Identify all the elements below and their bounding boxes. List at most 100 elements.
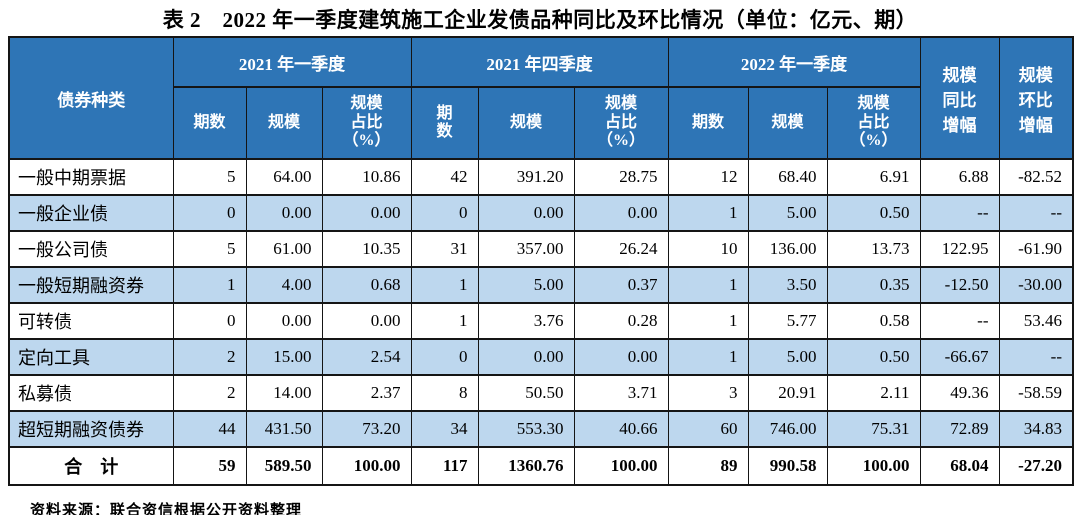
table-cell: 5 bbox=[172, 230, 247, 268]
table-cell: 0.00 bbox=[321, 302, 412, 340]
row-label: 一般企业债 bbox=[8, 194, 174, 232]
table-cell: 0 bbox=[410, 338, 479, 376]
table-cell: -61.90 bbox=[998, 230, 1074, 268]
col-header-q1-2022-share: 规模 占比 （%） bbox=[826, 86, 921, 160]
table-cell: 100.00 bbox=[573, 446, 669, 486]
table-cell: 3 bbox=[667, 374, 749, 412]
table-cell: 5.00 bbox=[747, 338, 828, 376]
table-cell: 0 bbox=[410, 194, 479, 232]
table-cell: 3.76 bbox=[477, 302, 575, 340]
row-label: 私募债 bbox=[8, 374, 174, 412]
table-cell: 357.00 bbox=[477, 230, 575, 268]
table-cell: 0.58 bbox=[826, 302, 921, 340]
table-cell: 40.66 bbox=[573, 410, 669, 448]
table-cell: 2 bbox=[172, 338, 247, 376]
table-cell: 50.50 bbox=[477, 374, 575, 412]
table-row: 合 计 59 589.50 100.00 117 1360.76 100.00 … bbox=[8, 446, 1074, 486]
table-cell: 1 bbox=[667, 338, 749, 376]
table-cell: 100.00 bbox=[321, 446, 412, 486]
table-cell: -- bbox=[998, 338, 1074, 376]
col-group-2021-q1: 2021 年一季度 bbox=[172, 36, 412, 88]
table-row: 定向工具 2 15.00 2.54 0 0.00 0.00 1 5.00 0.5… bbox=[8, 338, 1074, 376]
table-cell: 117 bbox=[410, 446, 479, 486]
row-label: 一般短期融资券 bbox=[8, 266, 174, 304]
table-body: 一般中期票据 5 64.00 10.86 42 391.20 28.75 12 … bbox=[8, 158, 1074, 486]
table-cell: 1 bbox=[410, 266, 479, 304]
table-cell: 431.50 bbox=[245, 410, 323, 448]
table-cell: 0.50 bbox=[826, 194, 921, 232]
row-label: 定向工具 bbox=[8, 338, 174, 376]
table-cell: 14.00 bbox=[245, 374, 323, 412]
table-cell: 0.00 bbox=[573, 194, 669, 232]
table-cell: 4.00 bbox=[245, 266, 323, 304]
col-header-bond-type: 债券种类 bbox=[8, 36, 174, 160]
col-header-q1-2021-count: 期数 bbox=[172, 86, 247, 160]
table-cell: 0.37 bbox=[573, 266, 669, 304]
table-cell: 0.00 bbox=[477, 194, 575, 232]
table-cell: 136.00 bbox=[747, 230, 828, 268]
table-cell: 75.31 bbox=[826, 410, 921, 448]
table-cell: 34.83 bbox=[998, 410, 1074, 448]
col-header-q1-2022-count: 期数 bbox=[667, 86, 749, 160]
table-cell: 13.73 bbox=[826, 230, 921, 268]
row-label: 可转债 bbox=[8, 302, 174, 340]
header-group-row: 债券种类 2021 年一季度 2021 年四季度 2022 年一季度 规模 同比… bbox=[8, 36, 1074, 160]
table-cell: 1 bbox=[172, 266, 247, 304]
table-cell: 44 bbox=[172, 410, 247, 448]
table-cell: -27.20 bbox=[998, 446, 1074, 486]
table-cell: 5.00 bbox=[747, 194, 828, 232]
table-cell: 100.00 bbox=[826, 446, 921, 486]
table-cell: 68.40 bbox=[747, 158, 828, 196]
table-cell: 26.24 bbox=[573, 230, 669, 268]
table-row: 可转债 0 0.00 0.00 1 3.76 0.28 1 5.77 0.58 … bbox=[8, 302, 1074, 340]
col-header-q4-2021-share: 规模 占比 （%） bbox=[573, 86, 669, 160]
col-header-q4-2021-scale: 规模 bbox=[477, 86, 575, 160]
table-cell: 60 bbox=[667, 410, 749, 448]
table-cell: 746.00 bbox=[747, 410, 828, 448]
col-group-2022-q1: 2022 年一季度 bbox=[667, 36, 921, 88]
table-cell: 0.00 bbox=[245, 194, 323, 232]
table-cell: 2.11 bbox=[826, 374, 921, 412]
table-row: 私募债 2 14.00 2.37 8 50.50 3.71 3 20.91 2.… bbox=[8, 374, 1074, 412]
table-cell: 49.36 bbox=[919, 374, 1000, 412]
table-cell: 5.77 bbox=[747, 302, 828, 340]
table-cell: 8 bbox=[410, 374, 479, 412]
table-cell: 5.00 bbox=[477, 266, 575, 304]
table-cell: 12 bbox=[667, 158, 749, 196]
row-label: 合 计 bbox=[8, 446, 174, 486]
table-title: 表 2 2022 年一季度建筑施工企业发债品种同比及环比情况（单位：亿元、期） bbox=[162, 8, 918, 32]
table-cell: 1 bbox=[667, 302, 749, 340]
table-cell: 990.58 bbox=[747, 446, 828, 486]
row-label: 一般公司债 bbox=[8, 230, 174, 268]
col-group-2021-q4: 2021 年四季度 bbox=[410, 36, 669, 88]
table-cell: 1 bbox=[410, 302, 479, 340]
table-row: 超短期融资债券 44 431.50 73.20 34 553.30 40.66 … bbox=[8, 410, 1074, 448]
table-cell: 0.68 bbox=[321, 266, 412, 304]
table-cell: 0 bbox=[172, 302, 247, 340]
table-cell: 122.95 bbox=[919, 230, 1000, 268]
table-cell: 2.37 bbox=[321, 374, 412, 412]
table-cell: -30.00 bbox=[998, 266, 1074, 304]
table-cell: -82.52 bbox=[998, 158, 1074, 196]
table-cell: 1 bbox=[667, 266, 749, 304]
row-label: 超短期融资债券 bbox=[8, 410, 174, 448]
col-header-q1-2021-scale: 规模 bbox=[245, 86, 323, 160]
table-cell: 72.89 bbox=[919, 410, 1000, 448]
table-cell: 73.20 bbox=[321, 410, 412, 448]
col-header-q4-2021-count: 期 数 bbox=[410, 86, 479, 160]
table-cell: 89 bbox=[667, 446, 749, 486]
table-cell: 68.04 bbox=[919, 446, 1000, 486]
table-cell: 553.30 bbox=[477, 410, 575, 448]
table-cell: 0.35 bbox=[826, 266, 921, 304]
table-cell: 42 bbox=[410, 158, 479, 196]
header-sub-row: 期数 规模 规模 占比 （%） 期 数 规模 规模 占比 （%） 期数 规模 规… bbox=[9, 86, 1073, 160]
table-cell: -- bbox=[919, 194, 1000, 232]
col-header-q1-2022-scale: 规模 bbox=[747, 86, 828, 160]
table-cell: 391.20 bbox=[477, 158, 575, 196]
table-cell: -- bbox=[919, 302, 1000, 340]
table-row: 一般企业债 0 0.00 0.00 0 0.00 0.00 1 5.00 0.5… bbox=[8, 194, 1074, 232]
table-cell: 34 bbox=[410, 410, 479, 448]
table-cell: 61.00 bbox=[245, 230, 323, 268]
table-cell: -12.50 bbox=[919, 266, 1000, 304]
